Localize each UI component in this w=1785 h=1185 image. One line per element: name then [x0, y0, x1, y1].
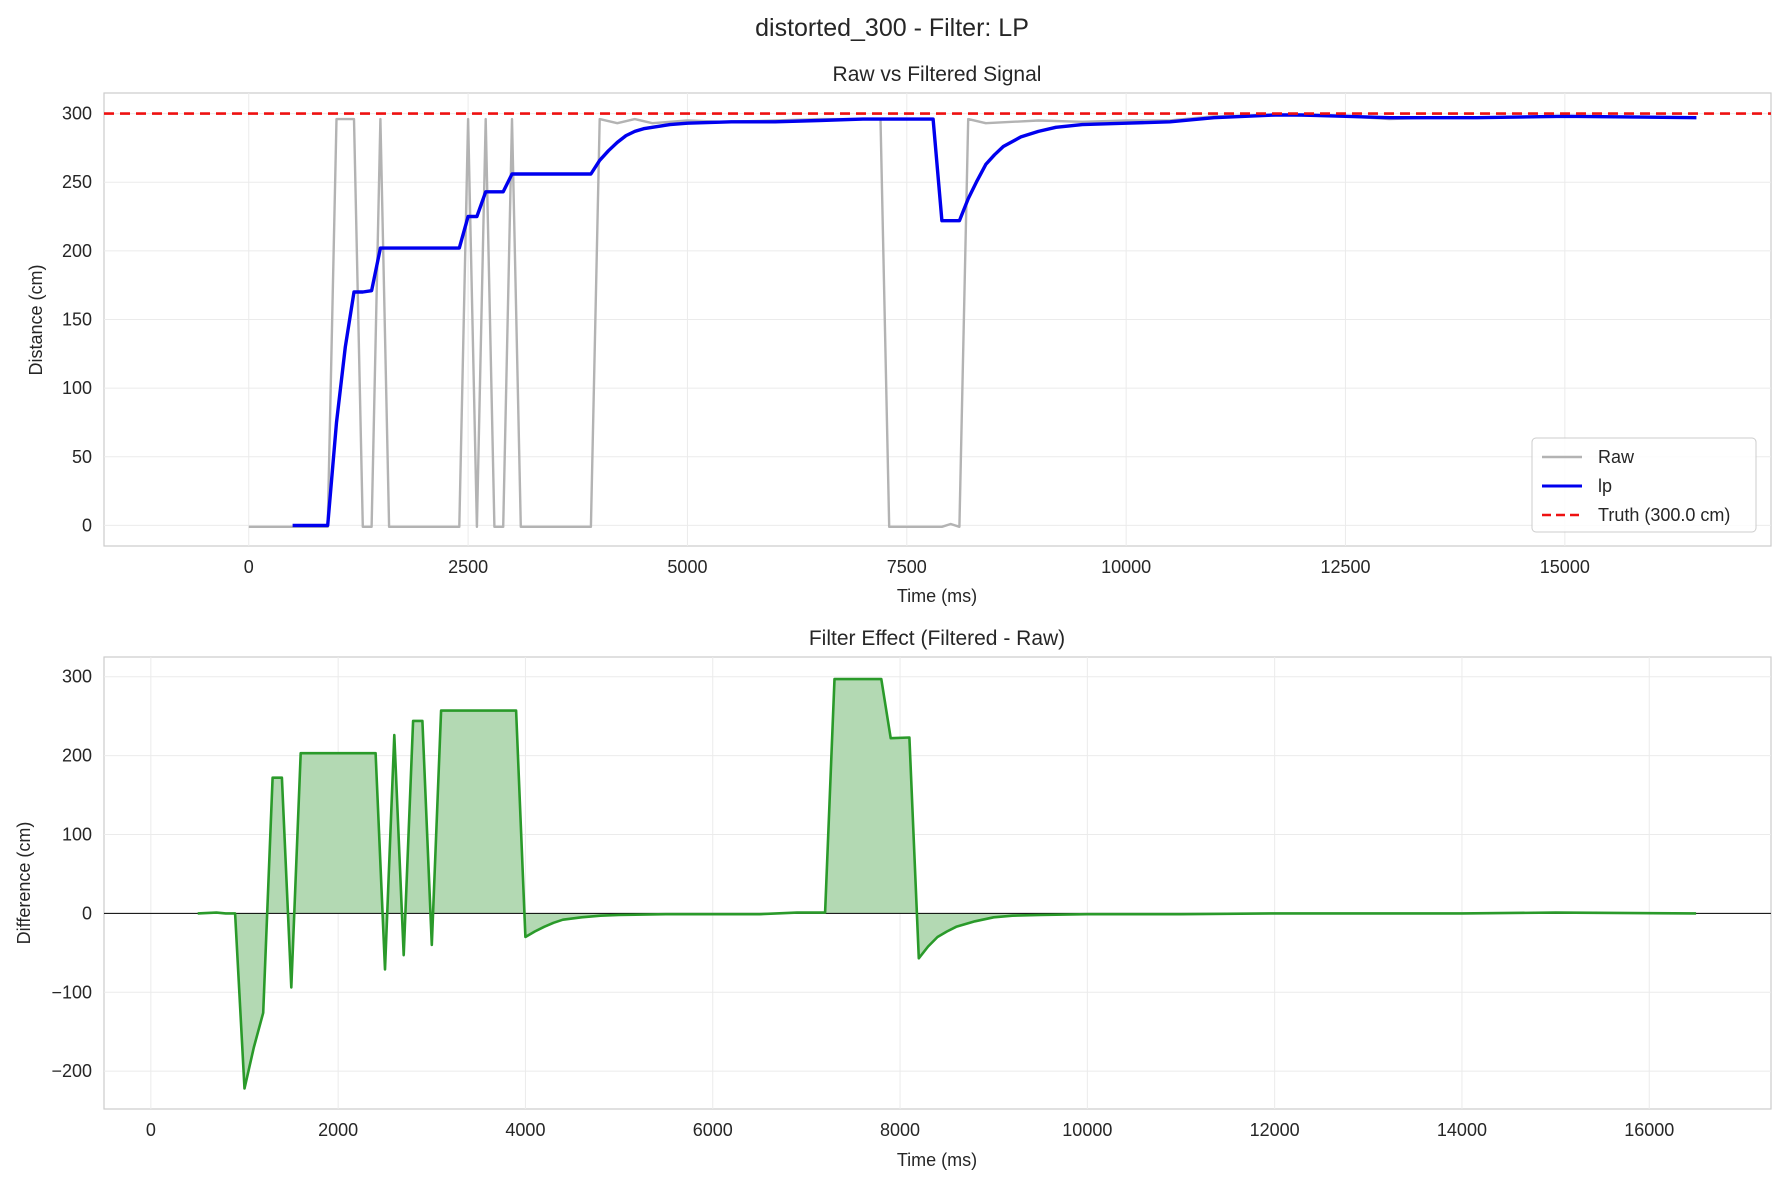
legend-label-lp: lp — [1598, 476, 1612, 496]
difference-area-fill — [197, 679, 1697, 1089]
bottom-plot-x-tick-label: 0 — [146, 1120, 156, 1140]
bottom-plot-x-ticks: 0 2000 4000 6000 8000 10000 12000 14000 16000 — [146, 1120, 1674, 1140]
top-plot-x-tick-label: 10000 — [1101, 557, 1151, 577]
legend-box — [1531, 437, 1757, 533]
top-plot-y-tick-label: 250 — [62, 172, 92, 192]
legend-label-raw: Raw — [1598, 447, 1635, 467]
bottom-plot-x-tick-label: 16000 — [1624, 1120, 1674, 1140]
bottom-plot-x-tick-label: 14000 — [1437, 1120, 1487, 1140]
top-plot-y-tick-label: 200 — [62, 241, 92, 261]
top-plot-x-tick-label: 15000 — [1540, 557, 1590, 577]
bottom-plot-y-tick-label: 300 — [62, 667, 92, 687]
bottom-plot-grid — [104, 657, 1771, 1109]
top-plot-x-ticks: 0 2500 5000 7500 10000 12500 15000 — [244, 557, 1590, 577]
top-plot-x-tick-label: 0 — [244, 557, 254, 577]
figure-suptitle: distorted_300 - Filter: LP — [755, 14, 1029, 42]
top-plot-series — [104, 112, 1771, 528]
bottom-plot-x-tick-label: 10000 — [1062, 1120, 1112, 1140]
bottom-plot-title: Filter Effect (Filtered - Raw) — [809, 627, 1065, 650]
bottom-plot-x-tick-label: 2000 — [318, 1120, 358, 1140]
bottom-plot-y-tick-label: 100 — [62, 824, 92, 844]
legend-label-truth: Truth (300.0 cm) — [1598, 505, 1730, 525]
bottom-plot-x-tick-label: 4000 — [505, 1120, 545, 1140]
top-plot-x-tick-label: 2500 — [448, 557, 488, 577]
bottom-plot-y-tick-label: 0 — [82, 903, 92, 923]
bottom-plot-x-tick-label: 6000 — [693, 1120, 733, 1140]
bottom-plot-y-tick-label: −200 — [51, 1061, 92, 1081]
top-plot-x-tick-label: 5000 — [667, 557, 707, 577]
top-plot-y-axis-label: Distance (cm) — [26, 264, 46, 375]
top-plot: 0 2500 5000 7500 10000 12500 15000 0 50 100 150 20… — [26, 63, 1772, 606]
bottom-plot-y-axis-label: Difference (cm) — [14, 822, 34, 945]
top-plot-y-ticks: 0 50 100 150 200 250 300 — [62, 104, 92, 536]
bottom-plot-y-tick-label: 200 — [62, 746, 92, 766]
top-plot-x-axis-label: Time (ms) — [897, 586, 977, 606]
top-plot-x-tick-label: 12500 — [1320, 557, 1370, 577]
top-plot-y-tick-label: 300 — [62, 104, 92, 124]
top-plot-y-tick-label: 100 — [62, 378, 92, 398]
top-plot-x-tick-label: 7500 — [887, 557, 927, 577]
bottom-plot: 0 2000 4000 6000 8000 10000 12000 14000 16000 −2… — [14, 627, 1772, 1170]
bottom-plot-x-axis-label: Time (ms) — [897, 1150, 977, 1170]
legend: Raw lp Truth (300.0 cm) — [1531, 437, 1757, 533]
bottom-plot-x-tick-label: 12000 — [1250, 1120, 1300, 1140]
bottom-plot-y-ticks: −200 −100 0 100 200 300 — [51, 667, 92, 1081]
top-plot-y-tick-label: 150 — [62, 310, 92, 330]
top-plot-title: Raw vs Filtered Signal — [833, 63, 1042, 86]
top-plot-y-tick-label: 0 — [82, 515, 92, 535]
bottom-plot-y-tick-label: −100 — [51, 982, 92, 1002]
bottom-plot-x-tick-label: 8000 — [880, 1120, 920, 1140]
top-plot-y-tick-label: 50 — [72, 447, 92, 467]
bottom-plot-series — [104, 677, 1771, 1090]
lp-series-line — [292, 113, 1697, 528]
difference-line — [197, 677, 1697, 1090]
